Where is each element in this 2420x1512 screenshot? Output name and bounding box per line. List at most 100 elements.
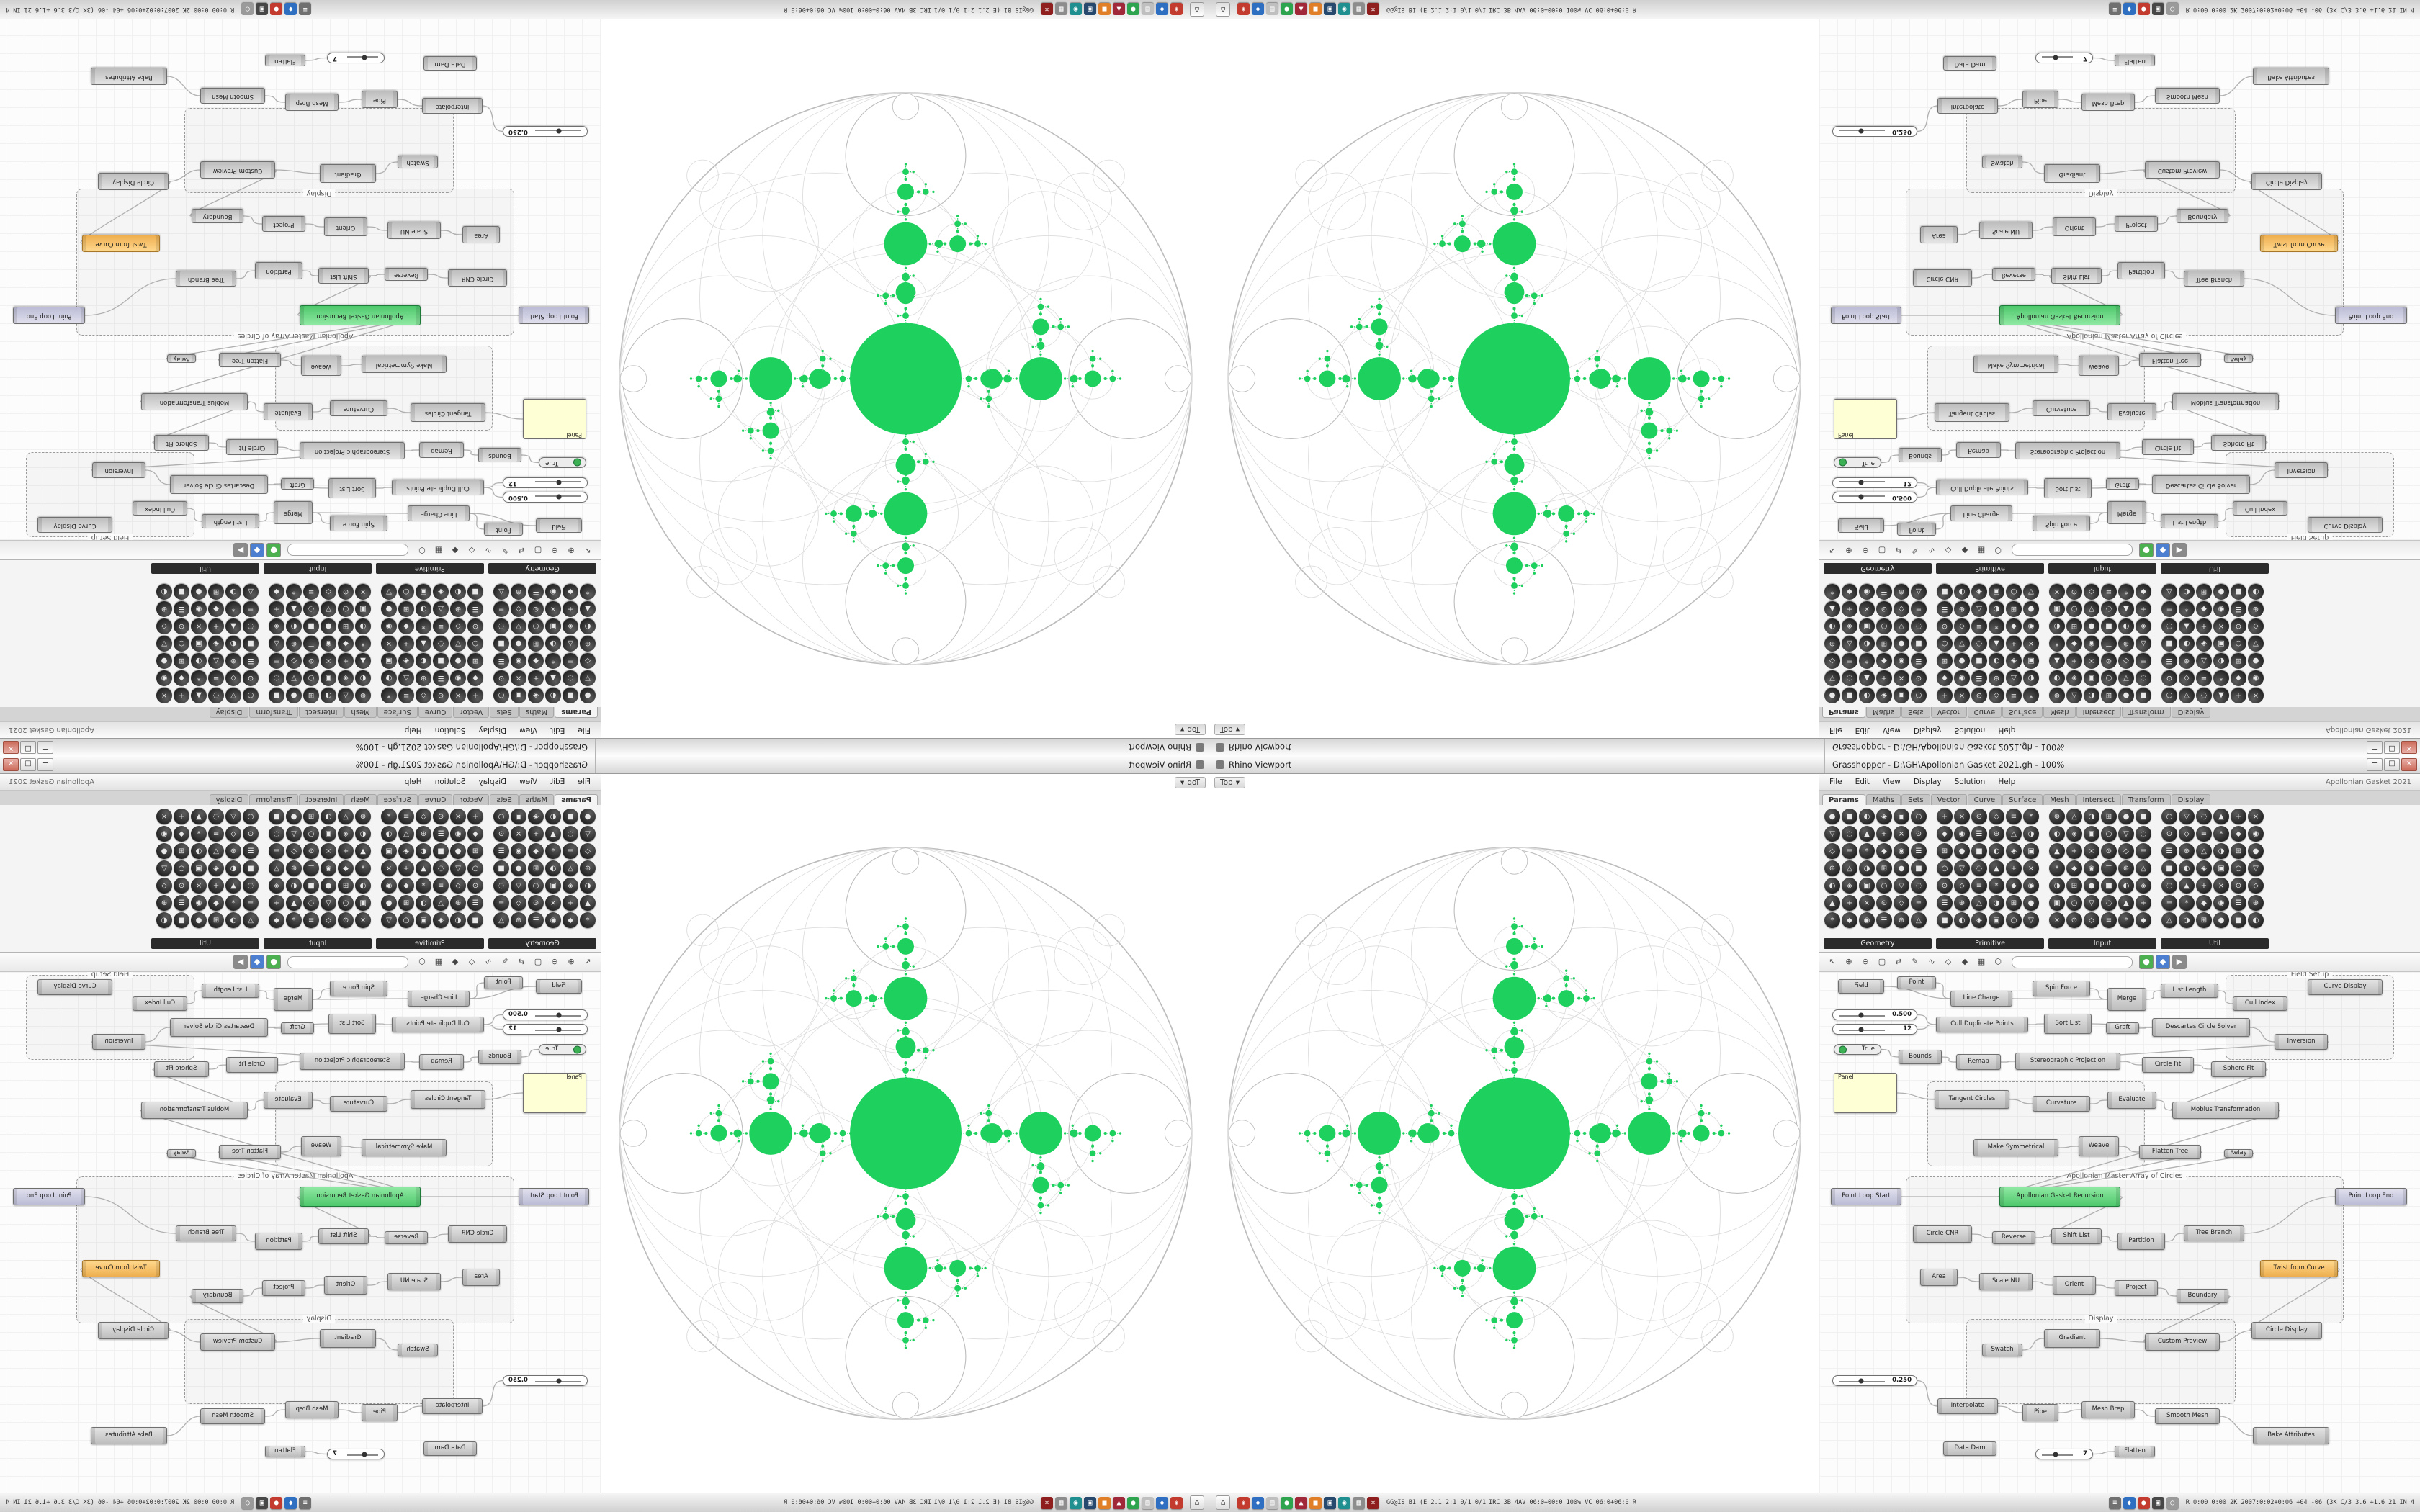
- component-icon[interactable]: ○: [528, 618, 544, 634]
- component-icon[interactable]: ◌: [493, 618, 509, 634]
- menu-display[interactable]: Display: [478, 778, 507, 786]
- gh-node[interactable]: Make Symmetrical: [1973, 1139, 2058, 1156]
- component-icon[interactable]: ◌: [303, 895, 319, 911]
- component-icon[interactable]: ◉: [156, 670, 172, 686]
- preview-shaded-icon[interactable]: ◆: [452, 957, 459, 966]
- component-icon[interactable]: ◈: [2066, 670, 2082, 686]
- component-icon[interactable]: ×: [191, 618, 207, 634]
- component-icon[interactable]: ⊕: [2179, 843, 2195, 859]
- component-icon[interactable]: ●: [511, 636, 526, 652]
- component-icon[interactable]: ≡: [563, 653, 578, 669]
- component-icon[interactable]: ≡: [493, 895, 509, 911]
- component-icon[interactable]: △: [493, 584, 509, 600]
- gh-node[interactable]: Gradient: [320, 1329, 376, 1348]
- canvas-search-input[interactable]: [2012, 544, 2133, 557]
- component-icon[interactable]: *: [545, 843, 561, 859]
- component-icon[interactable]: *: [2049, 860, 2065, 876]
- component-icon[interactable]: +: [338, 653, 354, 669]
- component-icon[interactable]: ○: [467, 636, 483, 652]
- component-icon[interactable]: ◇: [225, 670, 241, 686]
- app-icon-orange[interactable]: ■: [1309, 3, 1322, 16]
- component-icon[interactable]: ■: [1971, 843, 1987, 859]
- component-icon[interactable]: ◈: [2066, 826, 2082, 842]
- gh-node[interactable]: Make Symmetrical: [1973, 356, 2058, 373]
- gh-node[interactable]: Partition: [2118, 262, 2165, 279]
- component-icon[interactable]: ◆: [338, 860, 354, 876]
- component-icon[interactable]: ≡: [2006, 688, 2022, 703]
- pan-icon[interactable]: ⇄: [518, 957, 525, 966]
- gh-node[interactable]: Smooth Mesh: [200, 1408, 265, 1424]
- gh-node[interactable]: Merge: [274, 988, 313, 1011]
- number-slider-node[interactable]: 0.500: [503, 1009, 588, 1020]
- gh-node[interactable]: Apollonian Gasket Recursion: [300, 1187, 421, 1207]
- component-icon[interactable]: ◈: [433, 584, 449, 600]
- cluster-icon[interactable]: ⬡: [418, 546, 426, 555]
- component-icon[interactable]: ⊙: [2066, 584, 2082, 600]
- component-icon[interactable]: ◇: [1824, 653, 1840, 669]
- component-icon[interactable]: ☰: [243, 843, 259, 859]
- component-icon[interactable]: ≡: [2101, 912, 2117, 928]
- component-icon[interactable]: ◆: [1937, 670, 1953, 686]
- component-icon[interactable]: ◆: [398, 878, 414, 894]
- ribbon-tab-display[interactable]: Display: [209, 707, 249, 718]
- component-icon[interactable]: ▣: [1894, 688, 1909, 703]
- component-icon[interactable]: ●: [381, 601, 397, 617]
- component-icon[interactable]: ⊙: [2231, 878, 2246, 894]
- gh-node[interactable]: Field: [536, 518, 582, 533]
- preview-docked-icon[interactable]: ◆: [250, 955, 264, 969]
- gh-node[interactable]: Apollonian Gasket Recursion: [1999, 305, 2120, 325]
- component-icon[interactable]: △: [1971, 895, 1987, 911]
- component-icon[interactable]: ▣: [2049, 895, 2065, 911]
- component-icon[interactable]: ◐: [450, 912, 466, 928]
- component-icon[interactable]: ◌: [493, 878, 509, 894]
- tray-icon-clipboard[interactable]: ▣: [2151, 3, 2164, 16]
- ribbon-tab-maths[interactable]: Maths: [1865, 794, 1901, 805]
- ribbon-tab-maths[interactable]: Maths: [1865, 707, 1901, 718]
- component-icon[interactable]: ○: [2231, 860, 2246, 876]
- component-icon[interactable]: ≡: [1971, 878, 1987, 894]
- component-icon[interactable]: ⊕: [1824, 636, 1840, 652]
- component-icon[interactable]: ≡: [208, 826, 224, 842]
- component-icon[interactable]: ▣: [1989, 912, 2004, 928]
- component-icon[interactable]: ⊙: [2101, 653, 2117, 669]
- component-icon[interactable]: ◐: [1954, 584, 1970, 600]
- component-icon[interactable]: ☰: [433, 670, 449, 686]
- gh-node[interactable]: Bounds: [1899, 1050, 1942, 1064]
- component-icon[interactable]: ▽: [2118, 670, 2134, 686]
- gh-node[interactable]: Orient: [324, 217, 367, 236]
- component-icon[interactable]: ◑: [225, 912, 241, 928]
- cluster-icon[interactable]: ⬡: [1994, 546, 2002, 555]
- component-icon[interactable]: *: [2023, 809, 2039, 824]
- component-icon[interactable]: ○: [2006, 912, 2022, 928]
- component-icon[interactable]: ◆: [1842, 912, 1857, 928]
- component-icon[interactable]: +: [563, 895, 578, 911]
- component-icon[interactable]: △: [433, 895, 449, 911]
- component-icon[interactable]: ◑: [1989, 601, 2004, 617]
- ribbon-tab-intersect[interactable]: Intersect: [299, 707, 344, 718]
- component-icon[interactable]: ●: [321, 618, 336, 634]
- gh-node[interactable]: Bounds: [478, 1050, 521, 1064]
- gh-node[interactable]: Gradient: [2044, 164, 2100, 183]
- component-icon[interactable]: ◇: [156, 618, 172, 634]
- component-icon[interactable]: +: [2136, 895, 2151, 911]
- component-icon[interactable]: *: [355, 636, 371, 652]
- component-icon[interactable]: ■: [2161, 860, 2177, 876]
- component-icon[interactable]: ■: [1911, 636, 1927, 652]
- ribbon-tab-transform[interactable]: Transform: [249, 707, 299, 718]
- component-icon[interactable]: ◇: [1894, 895, 1909, 911]
- menu-help[interactable]: Help: [1998, 778, 2016, 786]
- component-icon[interactable]: ≡: [208, 670, 224, 686]
- gh-node[interactable]: Evaluate: [264, 1092, 313, 1109]
- component-icon[interactable]: ☰: [493, 843, 509, 859]
- gh-node[interactable]: List Length: [2161, 984, 2218, 998]
- gh-node[interactable]: Bounds: [1899, 448, 1942, 462]
- component-icon[interactable]: ◇: [1954, 618, 1970, 634]
- component-icon[interactable]: +: [2231, 809, 2246, 824]
- component-icon[interactable]: ▲: [1989, 636, 2004, 652]
- component-icon[interactable]: ⊙: [2231, 618, 2246, 634]
- component-icon[interactable]: ▽: [225, 809, 241, 824]
- component-icon[interactable]: ≡: [1842, 653, 1857, 669]
- close-button[interactable]: ×: [2401, 741, 2417, 754]
- component-icon[interactable]: ●: [450, 653, 466, 669]
- component-icon[interactable]: ◉: [2248, 826, 2264, 842]
